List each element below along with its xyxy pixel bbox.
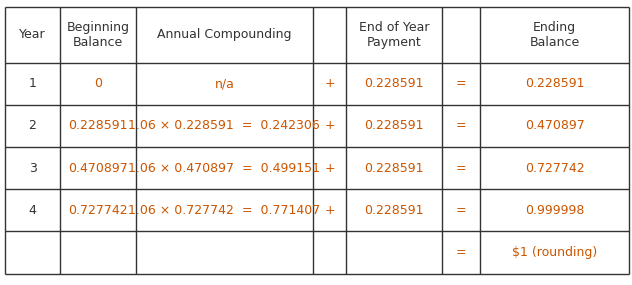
Text: =: = bbox=[456, 246, 466, 259]
Text: 2: 2 bbox=[28, 119, 37, 133]
Text: =: = bbox=[456, 77, 466, 90]
Text: 1: 1 bbox=[28, 77, 37, 90]
Text: Ending
Balance: Ending Balance bbox=[530, 21, 580, 49]
Text: 1.06 × 0.228591  =  0.242306: 1.06 × 0.228591 = 0.242306 bbox=[128, 119, 320, 133]
Text: =: = bbox=[456, 162, 466, 175]
Text: 0: 0 bbox=[94, 77, 102, 90]
Text: 1.06 × 0.470897  =  0.499151: 1.06 × 0.470897 = 0.499151 bbox=[128, 162, 320, 175]
Text: 0.228591: 0.228591 bbox=[365, 119, 424, 133]
Text: End of Year
Payment: End of Year Payment bbox=[359, 21, 430, 49]
Text: +: + bbox=[324, 119, 335, 133]
Text: +: + bbox=[324, 204, 335, 217]
Text: 3: 3 bbox=[28, 162, 37, 175]
Text: $1 (rounding): $1 (rounding) bbox=[512, 246, 597, 259]
Text: 0.228591: 0.228591 bbox=[365, 204, 424, 217]
Text: 0.228591: 0.228591 bbox=[525, 77, 585, 90]
Text: Annual Compounding: Annual Compounding bbox=[157, 28, 291, 41]
Text: 0.727742: 0.727742 bbox=[525, 162, 585, 175]
Text: 0.727742: 0.727742 bbox=[68, 204, 128, 217]
Text: +: + bbox=[324, 162, 335, 175]
Text: 0.470897: 0.470897 bbox=[68, 162, 128, 175]
Text: +: + bbox=[324, 77, 335, 90]
Text: 1.06 × 0.727742  =  0.771407: 1.06 × 0.727742 = 0.771407 bbox=[128, 204, 320, 217]
Text: =: = bbox=[456, 204, 466, 217]
Text: Beginning
Balance: Beginning Balance bbox=[66, 21, 130, 49]
Text: 0.228591: 0.228591 bbox=[365, 77, 424, 90]
Text: 0.228591: 0.228591 bbox=[365, 162, 424, 175]
Text: Year: Year bbox=[19, 28, 46, 41]
Text: 0.999998: 0.999998 bbox=[525, 204, 584, 217]
Text: 4: 4 bbox=[28, 204, 37, 217]
Text: n/a: n/a bbox=[214, 77, 234, 90]
Text: 0.470897: 0.470897 bbox=[525, 119, 585, 133]
Text: =: = bbox=[456, 119, 466, 133]
Text: 0.228591: 0.228591 bbox=[68, 119, 128, 133]
